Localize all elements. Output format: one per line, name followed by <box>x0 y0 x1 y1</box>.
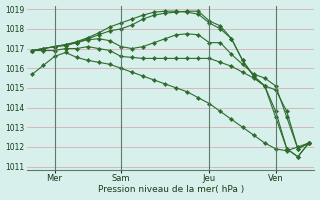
X-axis label: Pression niveau de la mer( hPa ): Pression niveau de la mer( hPa ) <box>98 185 244 194</box>
